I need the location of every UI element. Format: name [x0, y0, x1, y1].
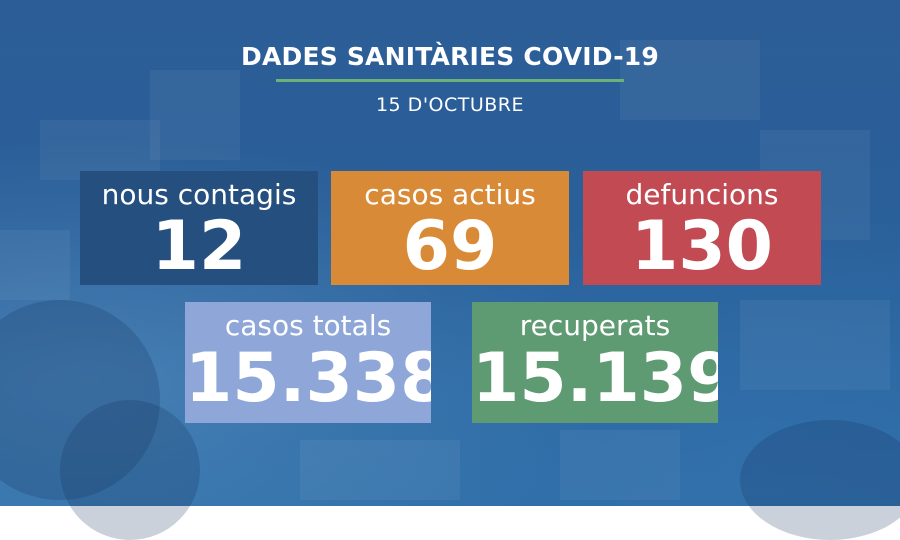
deaths-label: defuncions	[625, 178, 779, 211]
recovered-value: 15.139	[472, 339, 718, 418]
recovered-label: recuperats	[519, 309, 671, 342]
active-cases-label: casos actius	[364, 178, 536, 211]
recovered-card: recuperats 15.139	[472, 302, 718, 423]
page-title: DADES SANITÀRIES COVID-19	[241, 42, 659, 71]
report-date: 15 D'OCTUBRE	[375, 94, 525, 116]
active-cases-card: casos actius 69	[331, 171, 569, 285]
new-cases-label: nous contagis	[101, 178, 297, 211]
total-cases-card: casos totals 15.338	[185, 302, 431, 423]
total-cases-label: casos totals	[224, 309, 392, 342]
deaths-card: defuncions 130	[583, 171, 821, 285]
deaths-value: 130	[631, 207, 773, 285]
total-cases-value: 15.338	[185, 339, 431, 418]
title-underline	[276, 79, 624, 82]
new-cases-card: nous contagis 12	[80, 171, 318, 285]
new-cases-value: 12	[151, 207, 247, 285]
active-cases-value: 69	[402, 207, 498, 285]
